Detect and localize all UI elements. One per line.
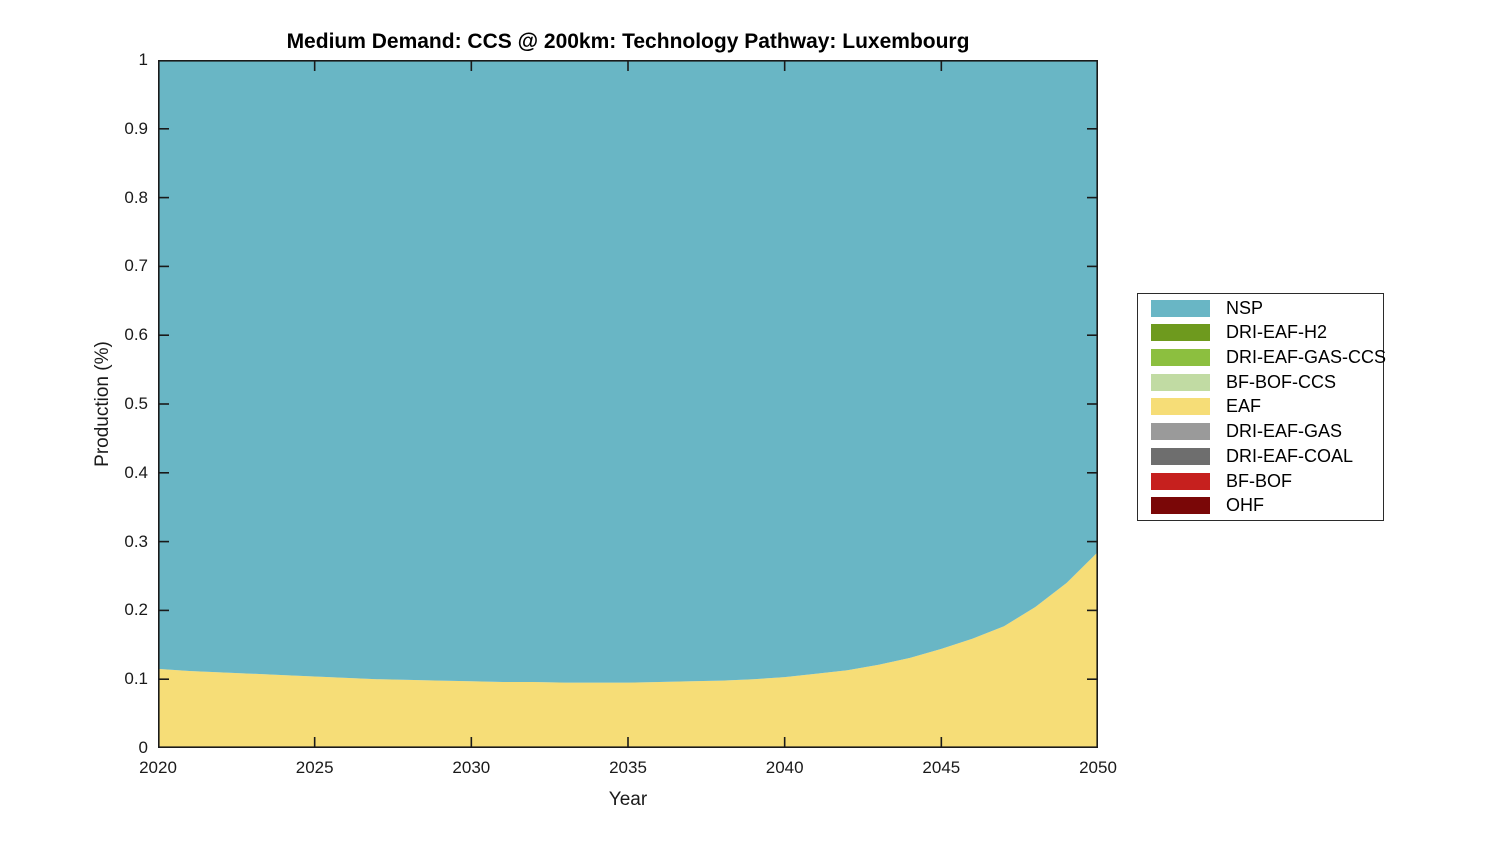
x-tick-label: 2020 (139, 758, 177, 777)
legend-label: BF-BOF (1226, 470, 1292, 491)
y-tick-label: 0.1 (124, 669, 148, 689)
legend-swatch-ohf (1151, 497, 1210, 515)
x-tick-label: 2040 (765, 758, 804, 777)
legend-item: DRI-EAF-GAS (1151, 421, 1383, 442)
x-tick-label: 2025 (295, 758, 334, 777)
area-nsp (158, 60, 1098, 683)
area-eaf (158, 551, 1098, 748)
legend-item: DRI-EAF-GAS-CCS (1151, 347, 1387, 368)
legend-item: BF-BOF (1151, 471, 1383, 492)
x-tick-label: 2050 (1079, 758, 1117, 777)
y-tick-label: 0.8 (124, 187, 148, 207)
y-tick-label: 0.9 (124, 118, 148, 138)
legend-item: OHF (1151, 495, 1383, 516)
y-tick-label: 0.6 (124, 325, 148, 345)
legend: NSP DRI-EAF-H2 DRI-EAF-GAS-CCS BF-BOF-CCS EA… (1137, 293, 1387, 521)
legend-item: BF-BOF-CCS (1151, 372, 1383, 393)
legend-swatch-dri-eaf-h2 (1151, 324, 1210, 342)
legend-label: DRI-EAF-H2 (1226, 322, 1328, 343)
legend-swatch-eaf (1151, 398, 1210, 416)
y-tick-label: 0.4 (124, 462, 148, 482)
legend-item: DRI-EAF-COAL (1151, 446, 1383, 467)
chart-title: Medium Demand: CCS @ 200km: Technology P… (286, 30, 970, 53)
y-tick-label: 1 (138, 50, 148, 69)
legend-label: DRI-EAF-COAL (1226, 445, 1354, 466)
legend-item: NSP (1151, 298, 1383, 319)
x-tick-label: 2035 (609, 758, 647, 777)
y-tick-label: 0.3 (124, 531, 148, 551)
legend-label: BF-BOF-CCS (1226, 371, 1336, 392)
legend-label: EAF (1226, 396, 1262, 417)
y-tick-label: 0.7 (124, 256, 148, 276)
legend-swatch-dri-eaf-gas (1151, 423, 1210, 441)
legend-swatch-bf-bof-ccs (1151, 373, 1210, 391)
legend-label: DRI-EAF-GAS-CCS (1226, 347, 1387, 368)
plot-area (158, 60, 1098, 748)
legend-swatch-dri-eaf-gas-ccs (1151, 349, 1210, 367)
legend-label: OHF (1226, 495, 1264, 516)
legend-swatch-dri-eaf-coal (1151, 447, 1210, 465)
x-tick-label: 2045 (922, 758, 961, 777)
legend-label: NSP (1226, 297, 1264, 318)
legend-item: EAF (1151, 396, 1383, 417)
y-tick-label: 0.2 (124, 600, 148, 620)
x-tick-label: 2030 (452, 758, 491, 777)
legend-swatch-bf-bof (1151, 472, 1210, 490)
legend-item: DRI-EAF-H2 (1151, 322, 1383, 343)
y-tick-label: 0 (138, 738, 148, 757)
legend-swatch-nsp (1151, 299, 1210, 317)
y-tick-label: 0.5 (124, 394, 148, 413)
legend-label: DRI-EAF-GAS (1226, 421, 1343, 442)
x-axis-label: Year (608, 789, 648, 810)
